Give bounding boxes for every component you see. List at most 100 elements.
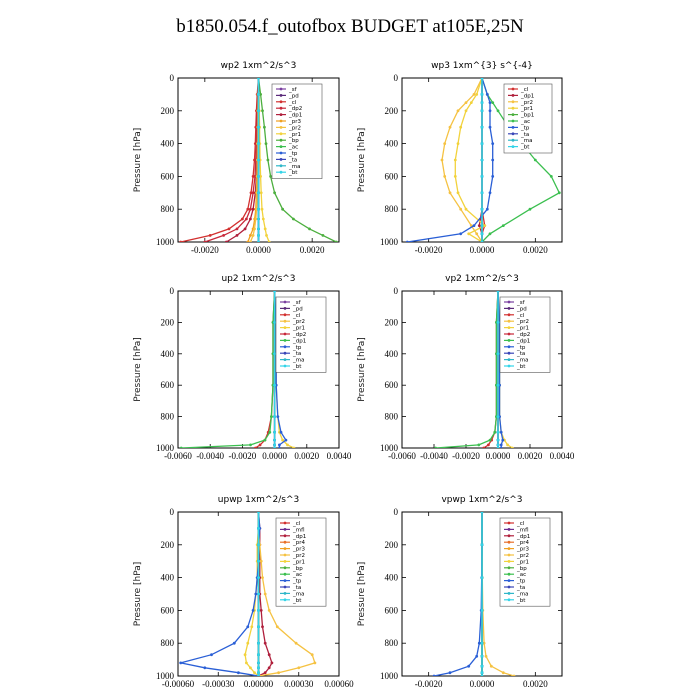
- data-point: [246, 207, 250, 211]
- x-tick-label: 0.0040: [550, 451, 575, 461]
- data-point: [281, 207, 284, 211]
- y-tick-label: 800: [385, 412, 399, 422]
- data-point: [405, 240, 409, 242]
- data-point: [251, 207, 255, 211]
- legend-marker: [283, 339, 287, 342]
- x-tick-label: -0.0020: [415, 245, 443, 255]
- data-point: [263, 671, 267, 675]
- legend-entry: _pd: [292, 306, 303, 312]
- data-point: [480, 78, 484, 80]
- data-point: [273, 430, 276, 434]
- y-tick-label: 200: [385, 106, 399, 116]
- data-point: [480, 641, 484, 645]
- legend-entry: _ta: [288, 157, 297, 163]
- data-point: [440, 158, 444, 162]
- legend-entry: _ac: [288, 145, 298, 151]
- data-point: [448, 671, 452, 675]
- data-point: [499, 430, 503, 434]
- data-point: [491, 101, 495, 104]
- data-point: [480, 158, 484, 162]
- data-point: [257, 78, 260, 80]
- data-point: [179, 661, 183, 665]
- legend-entry: _ta: [292, 351, 301, 357]
- data-point: [208, 234, 212, 237]
- data-point: [488, 438, 492, 442]
- legend-entry: _tp: [520, 125, 530, 131]
- x-tick-label: 0.0020: [523, 679, 548, 689]
- series-line-dp1: [181, 291, 276, 448]
- legend-marker: [283, 579, 287, 582]
- legend-entry: _cl: [292, 521, 301, 527]
- legend-marker: [283, 521, 287, 525]
- data-point: [528, 207, 532, 211]
- legend-entry: _cl: [520, 87, 529, 93]
- data-point: [249, 240, 252, 242]
- data-point: [475, 654, 479, 658]
- data-point: [501, 671, 505, 675]
- legend-marker: [283, 351, 287, 355]
- x-tick-label: -0.00060: [162, 679, 195, 689]
- legend-entry: _pr1: [288, 132, 301, 138]
- legend-entry: _pr1: [516, 559, 529, 565]
- data-point: [488, 125, 492, 129]
- legend-entry: _bt: [516, 364, 526, 370]
- data-point: [249, 217, 252, 221]
- legend-entry: _tp: [292, 579, 302, 585]
- legend-entry: _sf: [516, 300, 526, 306]
- data-point: [273, 415, 276, 418]
- data-point: [475, 232, 479, 236]
- legend-entry: _bp: [292, 566, 303, 572]
- y-axis-label: Pressure [hPa]: [357, 128, 367, 193]
- legend-entry: _pr1: [292, 326, 305, 332]
- legend-marker: [279, 100, 283, 104]
- data-point: [480, 609, 484, 612]
- data-point: [251, 234, 255, 237]
- legend-marker: [507, 560, 511, 563]
- legend-entry: _ac: [292, 572, 302, 578]
- legend-marker: [507, 547, 511, 550]
- data-point: [284, 438, 288, 442]
- data-point: [179, 240, 183, 242]
- data-point: [496, 443, 500, 447]
- y-axis-label: Pressure [hPa]: [357, 337, 367, 402]
- chart-title: upwp 1xm^2/s^3: [218, 495, 299, 505]
- data-point: [210, 653, 213, 657]
- data-point: [257, 559, 260, 563]
- data-point: [259, 175, 262, 178]
- legend: _cl_dp1_pr2_pr1_bp1_ac_tp_ta_ma_bt: [503, 83, 553, 154]
- legend-marker: [507, 585, 511, 589]
- data-point: [477, 224, 481, 228]
- data-point: [472, 93, 476, 96]
- data-point: [278, 443, 281, 447]
- data-point: [235, 234, 239, 237]
- y-tick-label: 200: [385, 540, 399, 550]
- data-point: [224, 240, 228, 242]
- data-point: [448, 191, 452, 195]
- data-point: [480, 93, 484, 96]
- legend-entry: _cl: [288, 100, 297, 106]
- y-tick-label: 0: [394, 507, 399, 517]
- legend-marker: [507, 300, 511, 304]
- legend-marker: [279, 94, 283, 97]
- legend-entry: _ma: [516, 358, 528, 364]
- data-point: [253, 227, 256, 231]
- data-point: [259, 559, 263, 563]
- data-point: [484, 654, 488, 658]
- y-tick-label: 600: [161, 380, 175, 390]
- data-point: [259, 93, 262, 96]
- legend-marker: [279, 145, 283, 149]
- data-point: [251, 191, 255, 195]
- legend-entry: _pd: [288, 93, 299, 99]
- y-tick-label: 200: [385, 317, 399, 327]
- y-tick-label: 600: [385, 380, 399, 390]
- legend-marker: [511, 106, 515, 110]
- legend-marker: [279, 170, 283, 174]
- data-point: [270, 661, 274, 665]
- data-point: [512, 674, 516, 676]
- data-point: [249, 234, 252, 237]
- legend-marker: [511, 145, 515, 149]
- chart-title: wp2 1xm^2/s^3: [221, 61, 297, 71]
- legend-marker: [507, 358, 511, 361]
- data-point: [266, 158, 270, 162]
